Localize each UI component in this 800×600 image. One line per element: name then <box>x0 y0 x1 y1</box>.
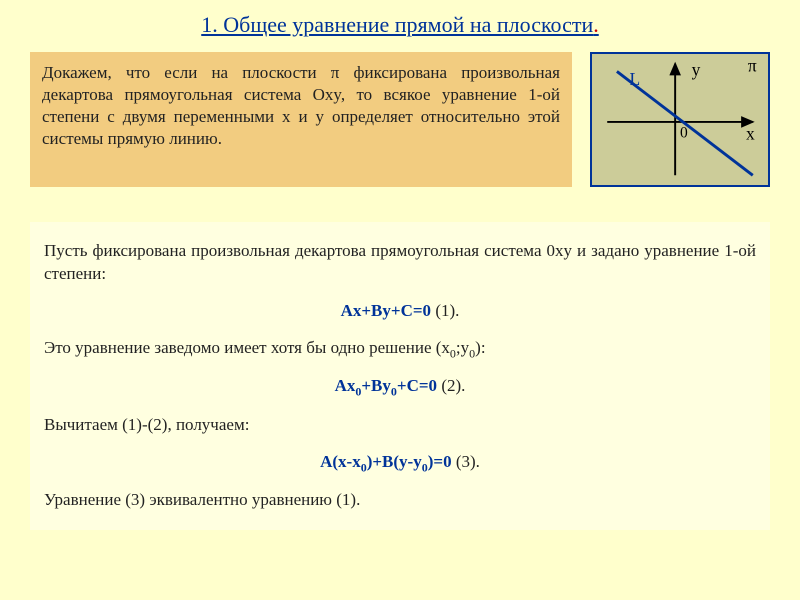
p2: Это уравнение заведомо имеет хотя бы одн… <box>44 337 756 362</box>
intro-text: Докажем, что если на плоскости π фиксиро… <box>42 63 560 148</box>
eq1-num: (1). <box>431 301 459 320</box>
page-title: 1. Общее уравнение прямой на плоскости. <box>30 12 770 38</box>
eq2-c: +C=0 <box>397 376 437 395</box>
plot-svg: π y x 0 L <box>592 54 768 185</box>
eq2-b: +By <box>361 376 391 395</box>
equation-2: Ax0+By0+C=0 (2). <box>44 375 756 400</box>
p4: Уравнение (3) эквивалентно уравнению (1)… <box>44 489 756 512</box>
eq2-a: Ax <box>335 376 356 395</box>
title-text: 1. Общее уравнение прямой на плоскости <box>201 12 593 37</box>
eq3-b: )+B(y-y <box>367 452 422 471</box>
p3: Вычитаем (1)-(2), получаем: <box>44 414 756 437</box>
eq2-num: (2). <box>437 376 465 395</box>
top-row: Докажем, что если на плоскости π фиксиро… <box>30 52 770 187</box>
body-box: Пусть фиксирована произвольная декартова… <box>30 222 770 530</box>
label-zero: 0 <box>680 124 688 141</box>
eq1-formula: Ax+By+C=0 <box>341 301 431 320</box>
intro-box: Докажем, что если на плоскости π фиксиро… <box>30 52 572 187</box>
label-x: x <box>746 123 755 143</box>
eq3-c: )=0 <box>428 452 452 471</box>
p2-a: Это уравнение заведомо имеет хотя бы одн… <box>44 338 450 357</box>
coordinate-plot: π y x 0 L <box>590 52 770 187</box>
equation-1: Ax+By+C=0 (1). <box>44 300 756 323</box>
p2-c: ): <box>475 338 485 357</box>
title-dot: . <box>593 12 599 37</box>
label-pi: π <box>748 55 757 75</box>
eq3-a: A(x-x <box>320 452 361 471</box>
label-L: L <box>630 69 641 89</box>
label-y: y <box>692 59 701 79</box>
eq3-num: (3). <box>452 452 480 471</box>
p2-b: ;y <box>456 338 469 357</box>
p1: Пусть фиксирована произвольная декартова… <box>44 240 756 286</box>
equation-3: A(x-x0)+B(y-y0)=0 (3). <box>44 451 756 476</box>
